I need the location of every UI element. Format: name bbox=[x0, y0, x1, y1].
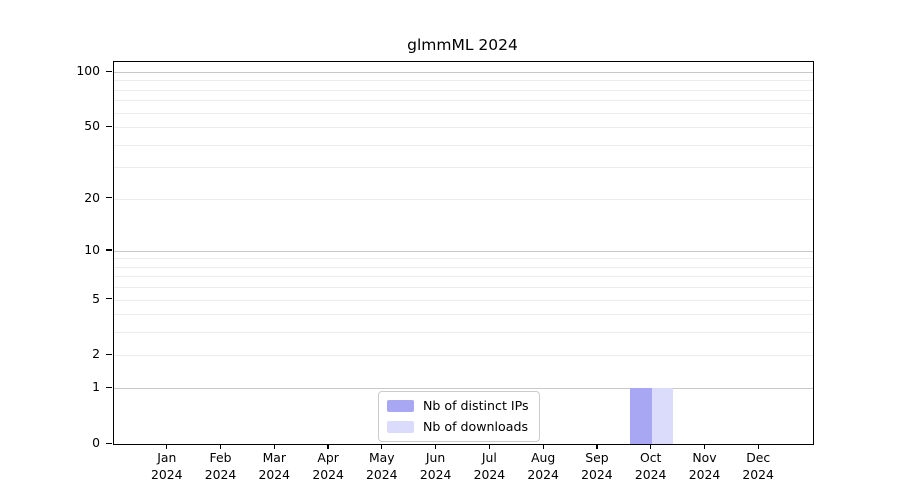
legend-swatch-downloads bbox=[387, 421, 414, 433]
y-tick-mark bbox=[106, 249, 112, 251]
y-tick-mark bbox=[106, 386, 112, 388]
x-tick-mark bbox=[650, 444, 652, 449]
major-gridline bbox=[114, 250, 813, 252]
x-tick-mark bbox=[273, 444, 275, 449]
minor-gridline bbox=[114, 127, 813, 129]
minor-gridline bbox=[114, 112, 813, 114]
y-tick-label: 20 bbox=[84, 189, 100, 205]
bar-nb-of-downloads-oct bbox=[651, 388, 674, 444]
x-tick-label: Apr 2024 bbox=[312, 450, 344, 482]
y-tick-label: 0 bbox=[92, 435, 100, 450]
x-tick-mark bbox=[488, 444, 491, 449]
x-tick-label: Jul 2024 bbox=[473, 450, 506, 482]
minor-gridline bbox=[114, 314, 813, 316]
x-tick-label: Nov 2024 bbox=[688, 450, 721, 482]
x-tick-label: Dec 2024 bbox=[742, 450, 774, 482]
x-tick-mark bbox=[381, 444, 383, 449]
x-tick-label: Jan 2024 bbox=[151, 450, 183, 482]
bar-nb-of-distinct-ips-oct bbox=[630, 388, 652, 444]
legend-entry-downloads: Nb of downloads bbox=[387, 419, 529, 435]
legend-swatch-distinct-ips bbox=[387, 400, 414, 412]
legend-label-downloads: Nb of downloads bbox=[423, 419, 529, 434]
y-tick-label: 50 bbox=[84, 118, 100, 134]
minor-gridline bbox=[114, 89, 813, 91]
x-tick-mark bbox=[327, 444, 329, 449]
y-tick-mark bbox=[106, 298, 112, 300]
x-tick-label: Feb 2024 bbox=[204, 450, 237, 482]
y-tick-mark bbox=[106, 197, 112, 199]
minor-gridline bbox=[114, 266, 813, 268]
major-gridline bbox=[114, 388, 813, 390]
x-tick-label: Oct 2024 bbox=[634, 450, 667, 482]
minor-gridline bbox=[114, 355, 813, 357]
y-tick-label: 10 bbox=[84, 241, 100, 257]
y-tick-label: 100 bbox=[76, 63, 100, 78]
y-tick-mark bbox=[106, 353, 112, 356]
minor-gridline bbox=[114, 198, 813, 200]
minor-gridline bbox=[114, 167, 813, 169]
minor-gridline bbox=[114, 299, 813, 301]
x-tick-mark bbox=[596, 444, 598, 449]
legend-entry-distinct-ips: Nb of distinct IPs bbox=[387, 398, 529, 414]
y-tick-label: 5 bbox=[92, 290, 100, 306]
major-gridline bbox=[114, 72, 813, 73]
x-tick-mark bbox=[219, 444, 222, 449]
x-tick-mark bbox=[434, 444, 437, 449]
plot-area: Nb of distinct IPs Nb of downloads bbox=[113, 61, 814, 445]
x-tick-label: Sep 2024 bbox=[581, 450, 613, 482]
x-tick-label: Mar 2024 bbox=[258, 450, 291, 482]
minor-gridline bbox=[114, 332, 813, 334]
x-tick-label: May 2024 bbox=[366, 450, 398, 482]
y-tick-mark bbox=[106, 125, 112, 127]
minor-gridline bbox=[114, 144, 813, 146]
minor-gridline bbox=[114, 276, 813, 278]
x-tick-mark bbox=[757, 444, 759, 449]
minor-gridline bbox=[114, 80, 813, 82]
y-tick-mark bbox=[106, 70, 112, 72]
x-tick-label: Aug 2024 bbox=[527, 450, 559, 482]
y-tick-label: 1 bbox=[92, 379, 100, 395]
x-tick-mark bbox=[166, 444, 168, 449]
y-tick-label: 2 bbox=[92, 346, 100, 362]
minor-gridline bbox=[114, 100, 813, 102]
minor-gridline bbox=[114, 287, 813, 289]
gridlines-layer bbox=[114, 62, 813, 444]
chart-title: glmmML 2024 bbox=[407, 36, 518, 54]
bars-layer bbox=[114, 62, 813, 444]
minor-gridline bbox=[114, 258, 813, 260]
x-tick-label: Jun 2024 bbox=[419, 450, 452, 482]
legend: Nb of distinct IPs Nb of downloads bbox=[378, 391, 540, 442]
x-tick-mark bbox=[542, 444, 544, 449]
y-tick-mark bbox=[106, 442, 112, 444]
x-tick-mark bbox=[703, 444, 706, 449]
legend-label-distinct-ips: Nb of distinct IPs bbox=[423, 398, 529, 413]
